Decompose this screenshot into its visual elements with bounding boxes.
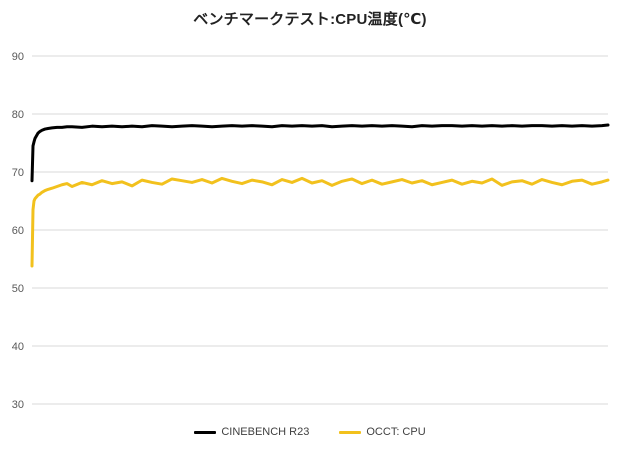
y-tick-label-50: 50 <box>12 283 24 295</box>
series-layer <box>30 123 610 268</box>
grid-layer <box>32 55 608 405</box>
legend-entry-cinebench: CINEBENCH R23 <box>194 426 309 438</box>
y-tick-labels: 30 40 50 60 70 80 90 <box>12 51 24 411</box>
y-tick-label-70: 70 <box>12 167 24 179</box>
chart-title: ベンチマークテスト:CPU温度(℃) <box>193 11 427 28</box>
legend-entry-occt: OCCT: CPU <box>339 426 426 438</box>
legend-swatch-occt <box>339 430 362 434</box>
legend: CINEBENCH R23 OCCT: CPU <box>0 424 620 440</box>
y-tick-label-90: 90 <box>12 51 24 63</box>
legend-label-cinebench: CINEBENCH R23 <box>221 426 310 438</box>
series-line-1 <box>30 176 610 268</box>
legend-label-occt: OCCT: CPU <box>366 426 426 438</box>
y-tick-label-60: 60 <box>12 225 24 237</box>
y-tick-label-30: 30 <box>12 399 24 411</box>
legend-swatch-cinebench <box>194 430 217 434</box>
y-tick-label-40: 40 <box>12 341 24 353</box>
y-tick-label-80: 80 <box>12 109 24 121</box>
series-line-0 <box>30 123 610 183</box>
